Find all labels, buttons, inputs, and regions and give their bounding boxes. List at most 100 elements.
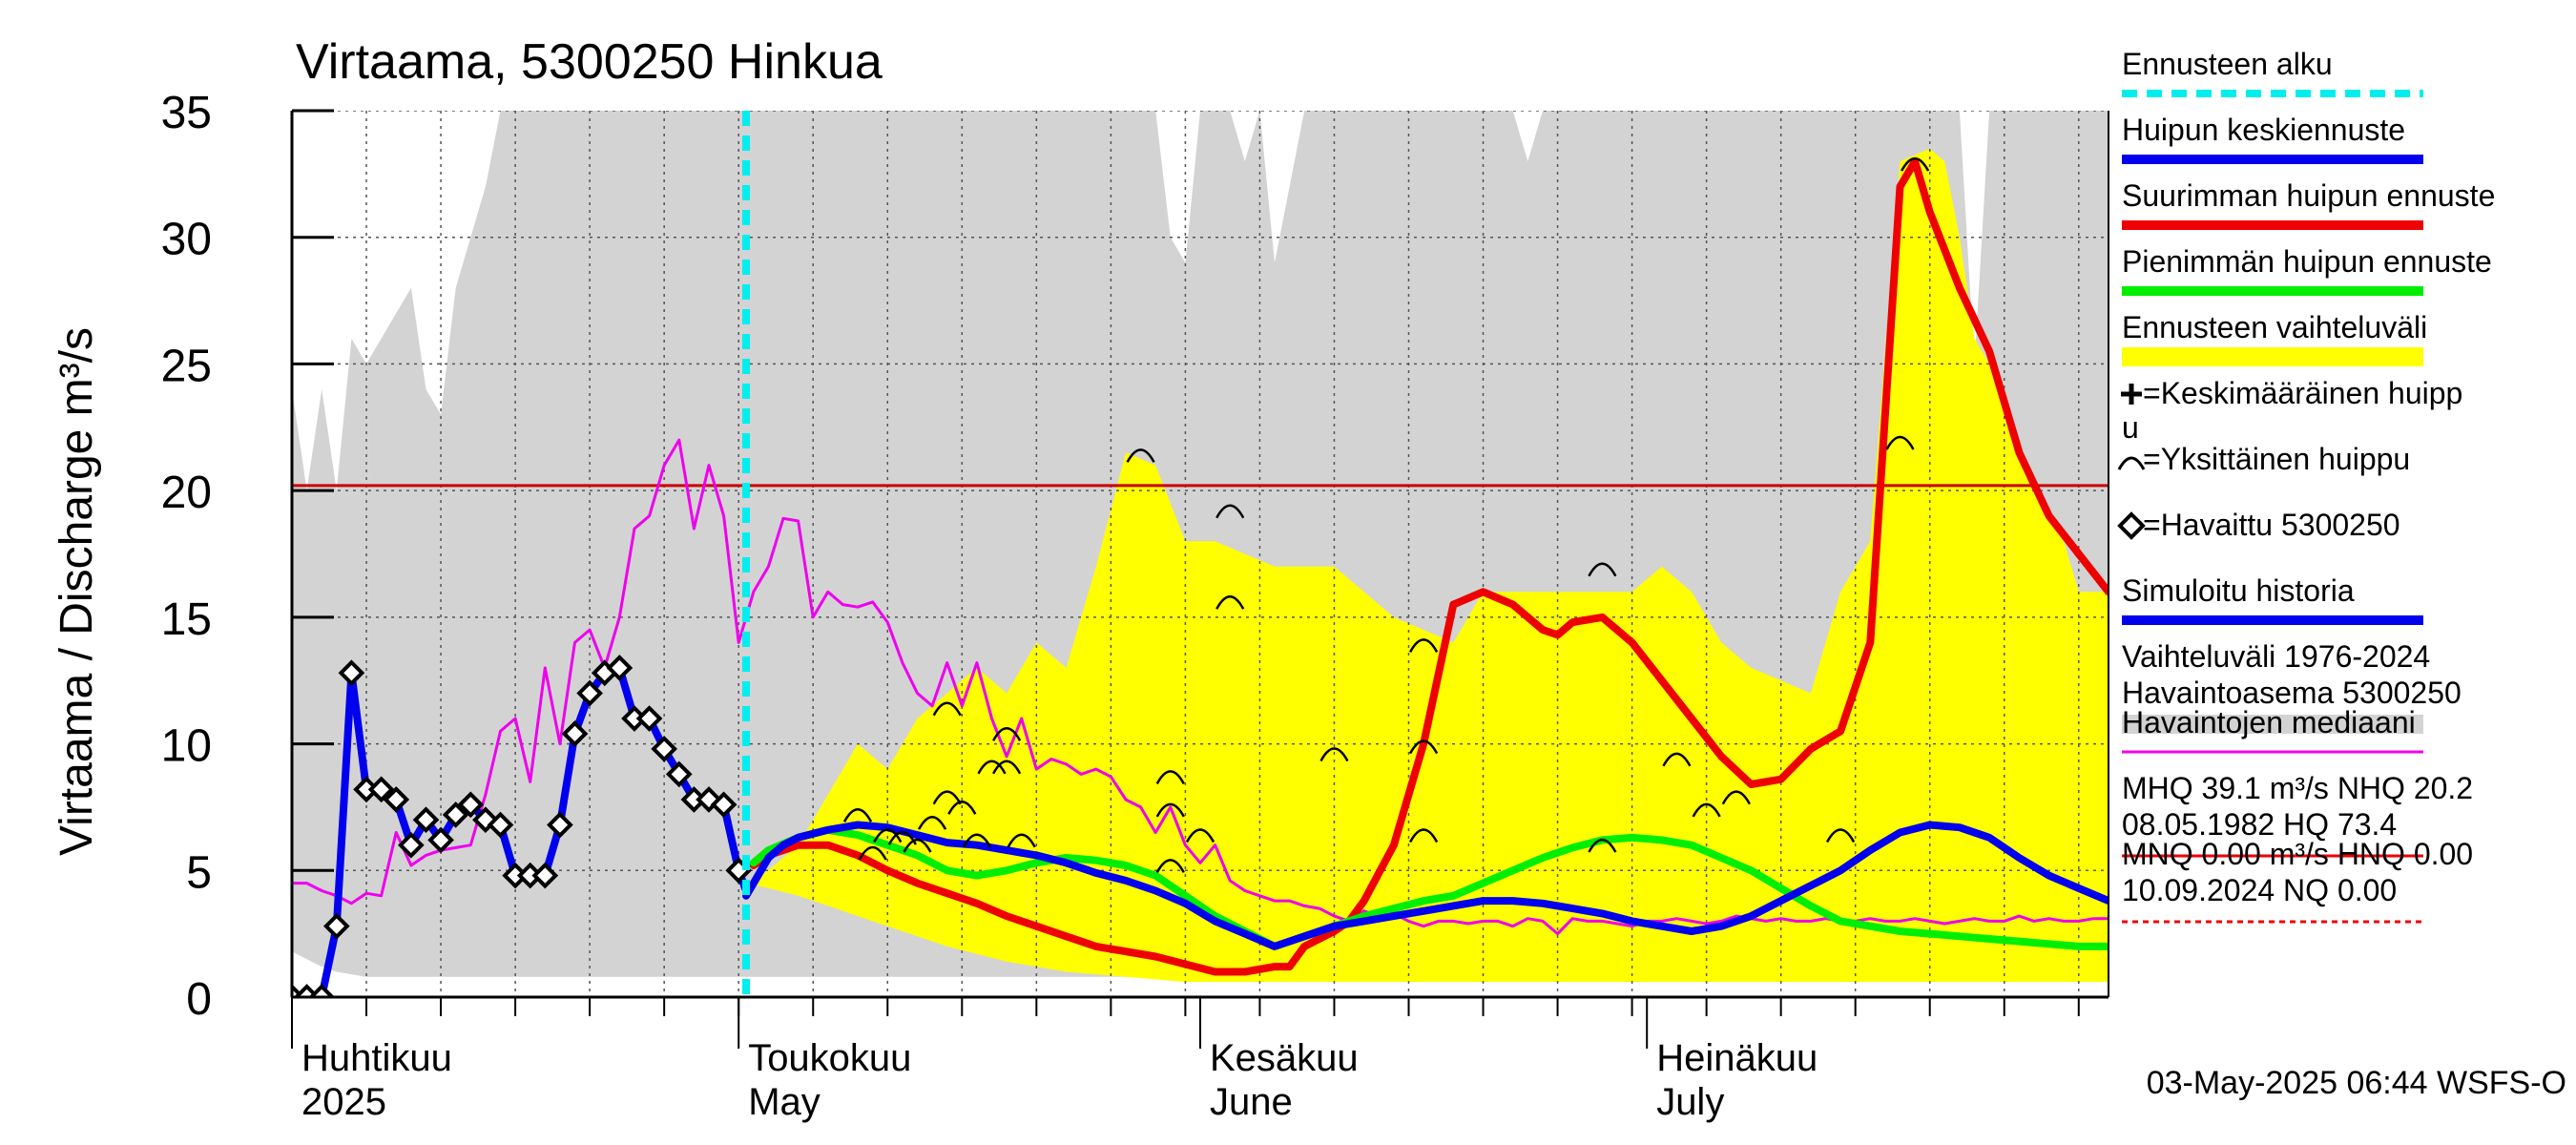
observed-point xyxy=(367,776,395,803)
series-pienimm-n-huipun-ennusteline xyxy=(749,825,2109,950)
observed-point xyxy=(412,806,440,834)
y-tick-label: 0 xyxy=(186,974,212,1025)
plot-area: 05101520253035Huhtikuu2025ToukokuuMayKes… xyxy=(161,88,2109,1123)
legend-label-ennusteen-vaihteluv-li: Ennusteen vaihteluväli xyxy=(2122,310,2427,344)
observed-point xyxy=(442,802,469,828)
legend-label-ennusteen-alku: Ennusteen alku xyxy=(2122,47,2333,81)
legend-label-mhq-39-1-m-s-nhq-20-2: MHQ 39.1 m³/s NHQ 20.2 xyxy=(2122,771,2473,805)
x-month-label-fi: Kesäkuu xyxy=(1210,1037,1359,1079)
y-tick-label: 15 xyxy=(161,594,212,645)
observed-point xyxy=(665,760,693,788)
x-month-label-fi: Heinäkuu xyxy=(1656,1037,1818,1079)
legend-mean-peak-symbol xyxy=(2121,384,2142,405)
single-peak-marker xyxy=(1126,448,1155,463)
x-month-label-en: 2025 xyxy=(301,1081,386,1123)
observed-point xyxy=(531,862,559,889)
observed-point xyxy=(606,655,634,681)
legend-swatch-ennusteen-vaihteluv-li xyxy=(2122,347,2423,366)
observed-point xyxy=(457,791,485,819)
single-peak-marker xyxy=(873,828,903,843)
single-peak-marker xyxy=(1408,638,1439,654)
timestamp: 03-May-2025 06:44 WSFS-O xyxy=(2147,1065,2566,1101)
observed-point xyxy=(322,912,350,940)
x-month-label-en: May xyxy=(748,1081,821,1123)
observed-point xyxy=(576,679,603,707)
legend-observed-symbol xyxy=(2117,511,2146,540)
series-huipun-keskiennusteline xyxy=(742,821,2109,950)
single-peak-marker xyxy=(1692,802,1721,818)
legend-label-havaittu-5300250: =Havaittu 5300250 xyxy=(2143,508,2400,542)
single-peak-marker xyxy=(932,701,962,717)
single-peak-marker xyxy=(992,760,1022,775)
legend-label-keskim-r-inen-huipp-line2: u xyxy=(2122,410,2139,445)
legend-swatch-vaihteluv-li-1976-2024 xyxy=(2122,715,2423,734)
legend-label-yksitt-inen-huippu: =Yksittäinen huippu xyxy=(2143,442,2410,476)
observed-point xyxy=(651,736,677,762)
single-peak-marker xyxy=(1007,833,1036,848)
single-peak-marker xyxy=(1408,828,1439,843)
observed-point xyxy=(383,786,410,813)
y-axis-label: Virtaama / Discharge m³/s xyxy=(52,327,102,856)
series-suurimman-huipun-ennusteline xyxy=(749,157,2109,976)
series-havaintojen-mediaaniline xyxy=(292,438,2109,936)
x-month-label-en: July xyxy=(1656,1081,1724,1123)
legend-label-keskim-r-inen-huipp: =Keskimääräinen huipp xyxy=(2143,376,2462,410)
single-peak-marker xyxy=(1215,595,1245,610)
single-peak-marker xyxy=(1408,739,1439,755)
single-peak-marker xyxy=(962,833,992,848)
observed-point xyxy=(398,831,425,859)
single-peak-marker xyxy=(1215,504,1245,519)
legend-label-simuloitu-historia: Simuloitu historia xyxy=(2122,573,2355,608)
single-peak-marker xyxy=(842,808,873,822)
plot-content xyxy=(292,111,2109,997)
legend-label-mnq-0-00-m-s-hnq-0-00: MNQ 0.00 m³/s HNQ 0.00 xyxy=(2122,837,2473,871)
single-peak-marker xyxy=(1901,156,1930,172)
chart-title: Virtaama, 5300250 Hinkua xyxy=(296,34,883,90)
single-peak-marker xyxy=(1588,562,1617,577)
observed-point xyxy=(427,826,454,854)
single-peak-marker xyxy=(917,815,947,830)
single-peak-marker xyxy=(1155,802,1185,818)
y-tick-label: 20 xyxy=(161,468,212,518)
x-month-label-en: June xyxy=(1210,1081,1293,1123)
legend-label-mhq-39-1-m-s-nhq-20-2-line2: 08.05.1982 HQ 73.4 xyxy=(2122,807,2397,842)
observed-point xyxy=(547,811,573,839)
y-tick-label: 5 xyxy=(186,847,212,898)
single-peak-marker xyxy=(1885,435,1915,450)
observed-point xyxy=(487,811,514,839)
observed-point xyxy=(561,720,589,747)
legend-label-suurimman-huipun-ennuste: Suurimman huipun ennuste xyxy=(2122,178,2495,213)
legend-label-vaihteluv-li-1976-2024-line2: Havaintoasema 5300250 xyxy=(2122,676,2462,710)
legend-label-pienimm-n-huipun-ennuste: Pienimmän huipun ennuste xyxy=(2122,244,2492,279)
legend-label-mnq-0-00-m-s-hnq-0-00-line2: 10.09.2024 NQ 0.00 xyxy=(2122,873,2397,907)
single-peak-marker xyxy=(1155,859,1185,873)
single-peak-marker xyxy=(1721,790,1751,805)
single-peak-marker xyxy=(1155,770,1185,785)
single-peak-marker xyxy=(1319,747,1349,762)
legend-label-havaintojen-mediaani: Havaintojen mediaani xyxy=(2122,705,2416,739)
legend: Ennusteen alku Huipun keskiennuste Suurimm… xyxy=(2117,47,2495,924)
single-peak-marker xyxy=(1825,828,1856,843)
single-peak-marker xyxy=(992,727,1022,741)
single-peak-marker xyxy=(977,760,1007,775)
y-tick-label: 35 xyxy=(161,88,212,138)
observed-point xyxy=(338,659,365,687)
y-tick-label: 10 xyxy=(161,721,212,772)
single-peak-marker xyxy=(1588,838,1617,853)
y-tick-label: 25 xyxy=(161,341,212,391)
x-month-label-fi: Toukokuu xyxy=(748,1037,911,1079)
legend-label-huipun-keskiennuste: Huipun keskiennuste xyxy=(2122,113,2405,147)
single-peak-marker xyxy=(858,845,887,861)
single-peak-marker xyxy=(903,838,932,853)
x-month-label-fi: Huhtikuu xyxy=(301,1037,452,1079)
single-peak-marker xyxy=(1185,828,1215,843)
legend-single-peak-symbol xyxy=(2117,456,2146,470)
legend-label-vaihteluv-li-1976-2024: Vaihteluväli 1976-2024 xyxy=(2122,639,2430,674)
single-peak-marker xyxy=(1662,752,1692,767)
y-tick-label: 30 xyxy=(161,215,212,265)
observed-point xyxy=(635,705,663,732)
single-peak-marker xyxy=(947,801,977,815)
single-peak-marker xyxy=(932,790,962,805)
observed-point xyxy=(710,791,737,819)
